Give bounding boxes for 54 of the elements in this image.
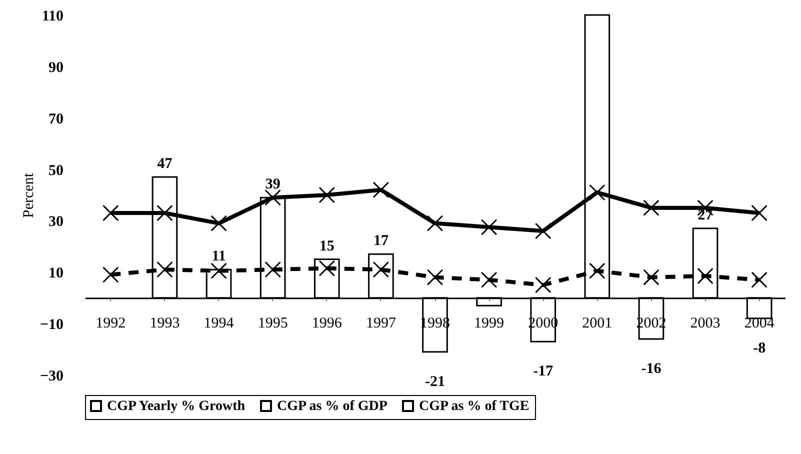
x-tick-label: 2001 xyxy=(582,315,612,332)
data-label: -21 xyxy=(425,374,445,390)
y-tick-label: 110 xyxy=(42,8,64,24)
x-tick-label: 1996 xyxy=(312,315,342,332)
point xyxy=(426,269,444,286)
point xyxy=(480,272,498,288)
data-label: 47 xyxy=(157,156,173,172)
point xyxy=(480,218,498,236)
point xyxy=(588,184,606,201)
legend-label: CGP as % of GDP xyxy=(277,399,388,414)
data-label: 15 xyxy=(319,238,334,254)
point xyxy=(264,189,282,206)
point xyxy=(643,200,660,216)
data-label: -17 xyxy=(533,364,554,380)
point xyxy=(426,215,444,232)
data-label: 11 xyxy=(212,248,226,265)
point xyxy=(534,222,552,240)
data-label: -8 xyxy=(753,340,766,356)
y-tick-label: 90 xyxy=(48,60,64,76)
point xyxy=(372,182,390,198)
legend-label: CGP Yearly % Growth xyxy=(107,399,246,414)
y-tick-label: 70 xyxy=(48,111,64,128)
point xyxy=(318,260,336,276)
y-tick-label: 30 xyxy=(48,214,64,230)
legend-label: CGP as % of TGE xyxy=(419,399,530,414)
y-tick-label: 50 xyxy=(48,162,64,179)
data-label: -16 xyxy=(641,361,662,377)
point xyxy=(588,262,606,280)
data-label: 39 xyxy=(265,176,280,193)
point xyxy=(697,268,714,284)
x-tick-label: 1994 xyxy=(204,315,234,332)
x-tick-label: 2003 xyxy=(690,315,720,332)
point xyxy=(210,262,227,280)
x-tick-label: 1995 xyxy=(258,315,288,332)
y-axis-title: Percent xyxy=(20,172,37,218)
y-tick-label: −10 xyxy=(40,317,64,334)
x-tick-label: 1993 xyxy=(150,315,180,332)
x-tick-label: 1999 xyxy=(474,315,504,332)
point xyxy=(264,261,282,278)
y-tick-label: −30 xyxy=(40,368,64,384)
data-label: 17 xyxy=(373,233,389,250)
point xyxy=(156,204,173,222)
point xyxy=(643,269,660,286)
point xyxy=(751,204,768,222)
x-tick-label: 1997 xyxy=(366,315,396,332)
x-tick-label: 1992 xyxy=(96,315,126,332)
point xyxy=(751,272,768,288)
point xyxy=(102,266,119,283)
point xyxy=(156,261,173,278)
point xyxy=(318,186,336,204)
point xyxy=(210,215,227,232)
point xyxy=(534,276,552,294)
y-tick-label: 10 xyxy=(48,266,64,282)
point xyxy=(102,204,119,222)
